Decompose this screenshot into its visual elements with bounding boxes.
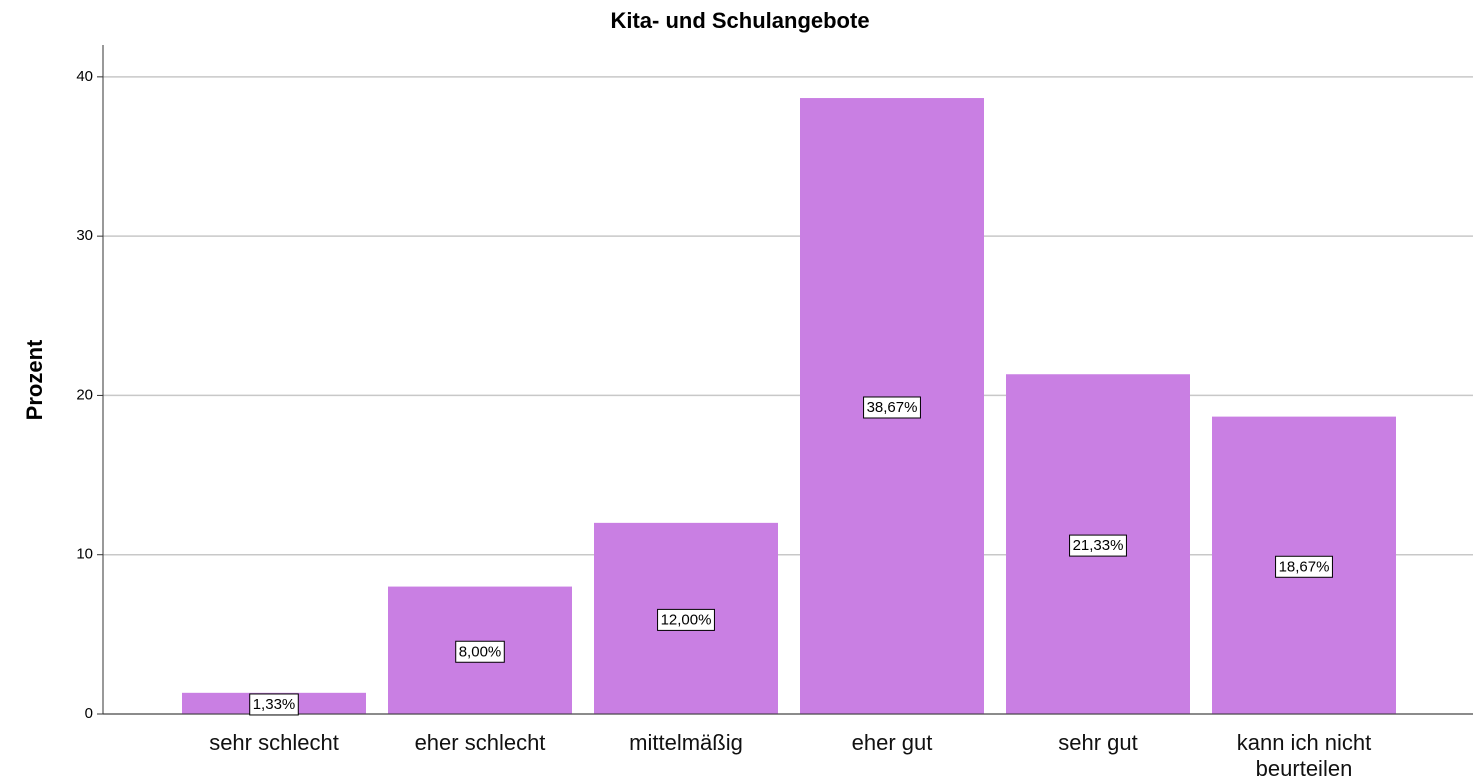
value-label: 18,67% xyxy=(1279,558,1330,575)
y-tick-label: 20 xyxy=(76,386,93,403)
y-tick-label: 10 xyxy=(76,546,93,563)
y-tick-label: 30 xyxy=(76,227,93,244)
x-tick-label: mittelmäßig xyxy=(629,730,743,755)
chart-title: Kita- und Schulangebote xyxy=(610,8,869,33)
value-label: 38,67% xyxy=(867,399,918,416)
value-label-box xyxy=(1069,534,1127,557)
value-label-box xyxy=(863,396,921,419)
value-label: 21,33% xyxy=(1073,537,1124,554)
y-tick-label: 40 xyxy=(76,68,93,85)
value-label: 12,00% xyxy=(661,611,712,628)
x-tick-label: sehr schlecht xyxy=(209,730,339,755)
y-tick-label: 0 xyxy=(85,705,93,722)
y-axis-label: Prozent xyxy=(22,339,47,420)
value-label-box xyxy=(657,608,715,631)
value-label-box xyxy=(1275,555,1333,578)
value-label-box xyxy=(455,640,505,663)
value-label-box xyxy=(249,693,299,716)
value-label: 1,33% xyxy=(253,696,296,713)
x-tick-label: sehr gut xyxy=(1058,730,1138,755)
x-tick-label: eher gut xyxy=(851,730,933,755)
x-tick-label: kann ich nicht beurteilen xyxy=(1236,730,1372,781)
value-label: 8,00% xyxy=(459,643,502,660)
x-tick-label: eher schlecht xyxy=(414,730,546,755)
